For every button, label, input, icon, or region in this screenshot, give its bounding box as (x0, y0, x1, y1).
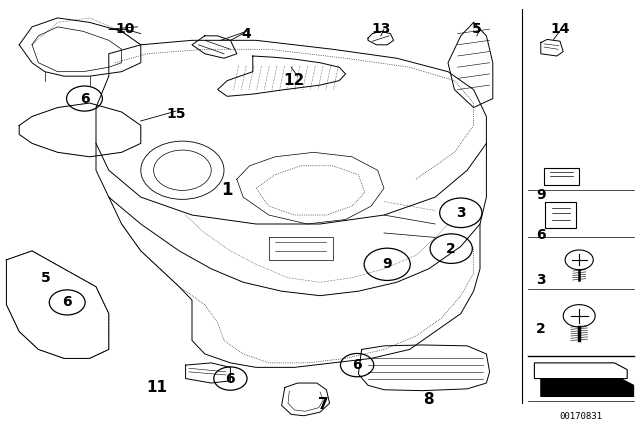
Text: 4: 4 (241, 26, 252, 41)
Text: 10: 10 (115, 22, 134, 36)
Text: 2: 2 (536, 322, 546, 336)
Text: 6: 6 (79, 91, 90, 106)
Text: 12: 12 (284, 73, 305, 88)
Text: 11: 11 (147, 380, 167, 395)
Text: 1: 1 (221, 181, 233, 199)
Text: 00170831: 00170831 (559, 412, 603, 421)
Text: 14: 14 (550, 22, 570, 36)
Polygon shape (541, 379, 634, 396)
Text: 7: 7 (318, 396, 328, 412)
Text: 6: 6 (225, 371, 236, 386)
Text: 5: 5 (41, 271, 51, 285)
Text: 15: 15 (166, 107, 186, 121)
Text: 5: 5 (472, 22, 482, 36)
Text: 9: 9 (536, 188, 546, 202)
Text: 2: 2 (446, 241, 456, 256)
Text: 3: 3 (536, 273, 546, 287)
Text: 9: 9 (382, 257, 392, 271)
Text: 6: 6 (536, 228, 546, 242)
Text: 6: 6 (62, 295, 72, 310)
Text: 6: 6 (352, 358, 362, 372)
Text: 13: 13 (371, 22, 390, 36)
Text: 3: 3 (456, 206, 466, 220)
Text: 8: 8 (424, 392, 434, 407)
